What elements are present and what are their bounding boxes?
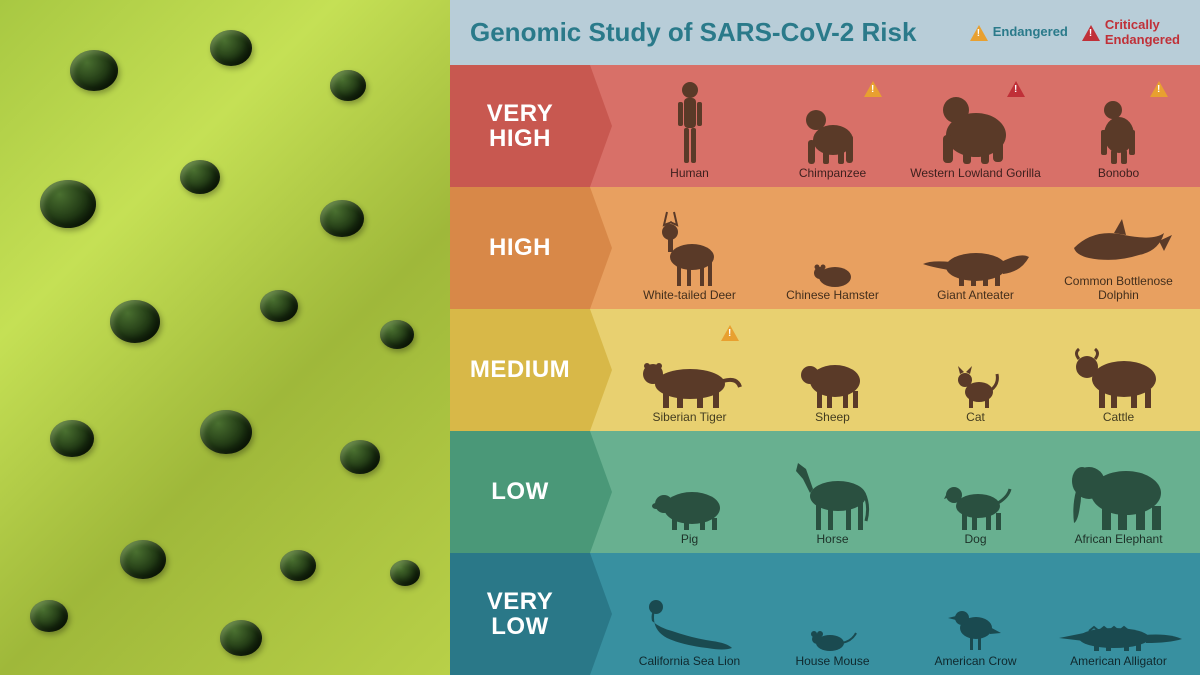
species-label: Chimpanzee [799, 167, 866, 181]
warning-triangle-icon [970, 25, 988, 41]
species-item: White-tailed Deer [618, 193, 761, 303]
risk-rows: VERYHIGH Human Chimpanzee Western Lowland G… [450, 65, 1200, 675]
risk-row-label: MEDIUM [450, 309, 590, 431]
legend-endangered: Endangered [970, 25, 1068, 41]
species-item: American Alligator [1047, 559, 1190, 669]
species-item: Bonobo [1047, 71, 1190, 181]
species-silhouette [618, 315, 761, 411]
risk-row-content: White-tailed Deer Chinese Hamster Giant An… [590, 187, 1200, 309]
species-item: Human [618, 71, 761, 181]
endangered-icon [1150, 81, 1168, 97]
species-silhouette [761, 71, 904, 167]
risk-row-label: HIGH [450, 187, 590, 309]
infographic-title: Genomic Study of SARS-CoV-2 Risk [470, 17, 916, 48]
risk-row-content: Pig Horse Dog African Elephant [590, 431, 1200, 553]
species-item: Horse [761, 437, 904, 547]
legend-critical-label: CriticallyEndangered [1105, 18, 1180, 47]
risk-row-content: Siberian Tiger Sheep Cat Cattle [590, 309, 1200, 431]
endangered-icon [721, 325, 739, 341]
species-silhouette [1047, 315, 1190, 411]
risk-row-high: HIGH White-tailed Deer Chinese Hamster Gian… [450, 187, 1200, 309]
species-item: Chimpanzee [761, 71, 904, 181]
species-label: Siberian Tiger [652, 411, 726, 425]
species-item: Western Lowland Gorilla [904, 71, 1047, 181]
risk-row-very_high: VERYHIGH Human Chimpanzee Western Lowland G… [450, 65, 1200, 187]
species-label: Common Bottlenose Dolphin [1047, 275, 1190, 303]
risk-row-label: VERYHIGH [450, 65, 590, 187]
species-item: African Elephant [1047, 437, 1190, 547]
left-macro-photo [0, 0, 450, 675]
species-silhouette [761, 437, 904, 533]
species-label: Western Lowland Gorilla [910, 167, 1041, 181]
species-silhouette [618, 437, 761, 533]
species-item: American Crow [904, 559, 1047, 669]
species-silhouette [1047, 559, 1190, 655]
risk-row-content: California Sea Lion House Mouse American C… [590, 553, 1200, 675]
legend: Endangered CriticallyEndangered [970, 18, 1180, 47]
species-silhouette [1047, 437, 1190, 533]
species-item: Pig [618, 437, 761, 547]
species-item: Dog [904, 437, 1047, 547]
infographic-panel: Genomic Study of SARS-CoV-2 Risk Endange… [450, 0, 1200, 675]
species-label: American Crow [934, 655, 1016, 669]
risk-row-medium: MEDIUM Siberian Tiger Sheep Cat Cattle [450, 309, 1200, 431]
species-silhouette [904, 193, 1047, 289]
species-label: Horse [816, 533, 848, 547]
species-silhouette [618, 559, 761, 655]
species-item: House Mouse [761, 559, 904, 669]
species-item: Sheep [761, 315, 904, 425]
species-item: Cattle [1047, 315, 1190, 425]
species-item: California Sea Lion [618, 559, 761, 669]
species-label: House Mouse [795, 655, 869, 669]
species-silhouette [1047, 71, 1190, 167]
species-item: Siberian Tiger [618, 315, 761, 425]
species-label: White-tailed Deer [643, 289, 736, 303]
species-label: Chinese Hamster [786, 289, 879, 303]
species-label: Cat [966, 411, 985, 425]
species-item: Cat [904, 315, 1047, 425]
species-silhouette [1047, 193, 1190, 275]
endangered-icon [864, 81, 882, 97]
species-silhouette [761, 315, 904, 411]
species-label: Dog [964, 533, 986, 547]
species-silhouette [761, 193, 904, 289]
species-silhouette [761, 559, 904, 655]
risk-row-label: VERYLOW [450, 553, 590, 675]
species-label: Pig [681, 533, 698, 547]
risk-row-very_low: VERYLOW California Sea Lion House Mouse Ame… [450, 553, 1200, 675]
species-label: African Elephant [1074, 533, 1162, 547]
species-silhouette [904, 71, 1047, 167]
species-silhouette [618, 71, 761, 167]
species-silhouette [904, 315, 1047, 411]
species-label: Cattle [1103, 411, 1134, 425]
risk-row-content: Human Chimpanzee Western Lowland Gorilla Bo… [590, 65, 1200, 187]
species-silhouette [618, 193, 761, 289]
legend-critical: CriticallyEndangered [1082, 18, 1180, 47]
species-label: Human [670, 167, 709, 181]
risk-row-low: LOW Pig Horse Dog African Elephant [450, 431, 1200, 553]
species-silhouette [904, 437, 1047, 533]
species-item: Giant Anteater [904, 193, 1047, 303]
warning-triangle-icon [1082, 25, 1100, 41]
species-label: Giant Anteater [937, 289, 1014, 303]
legend-endangered-label: Endangered [993, 25, 1068, 39]
species-label: Sheep [815, 411, 850, 425]
infographic-header: Genomic Study of SARS-CoV-2 Risk Endange… [450, 0, 1200, 65]
risk-row-label: LOW [450, 431, 590, 553]
species-label: California Sea Lion [639, 655, 740, 669]
species-silhouette [904, 559, 1047, 655]
species-label: Bonobo [1098, 167, 1139, 181]
species-item: Chinese Hamster [761, 193, 904, 303]
critical-endangered-icon [1007, 81, 1025, 97]
species-label: American Alligator [1070, 655, 1167, 669]
species-item: Common Bottlenose Dolphin [1047, 193, 1190, 303]
